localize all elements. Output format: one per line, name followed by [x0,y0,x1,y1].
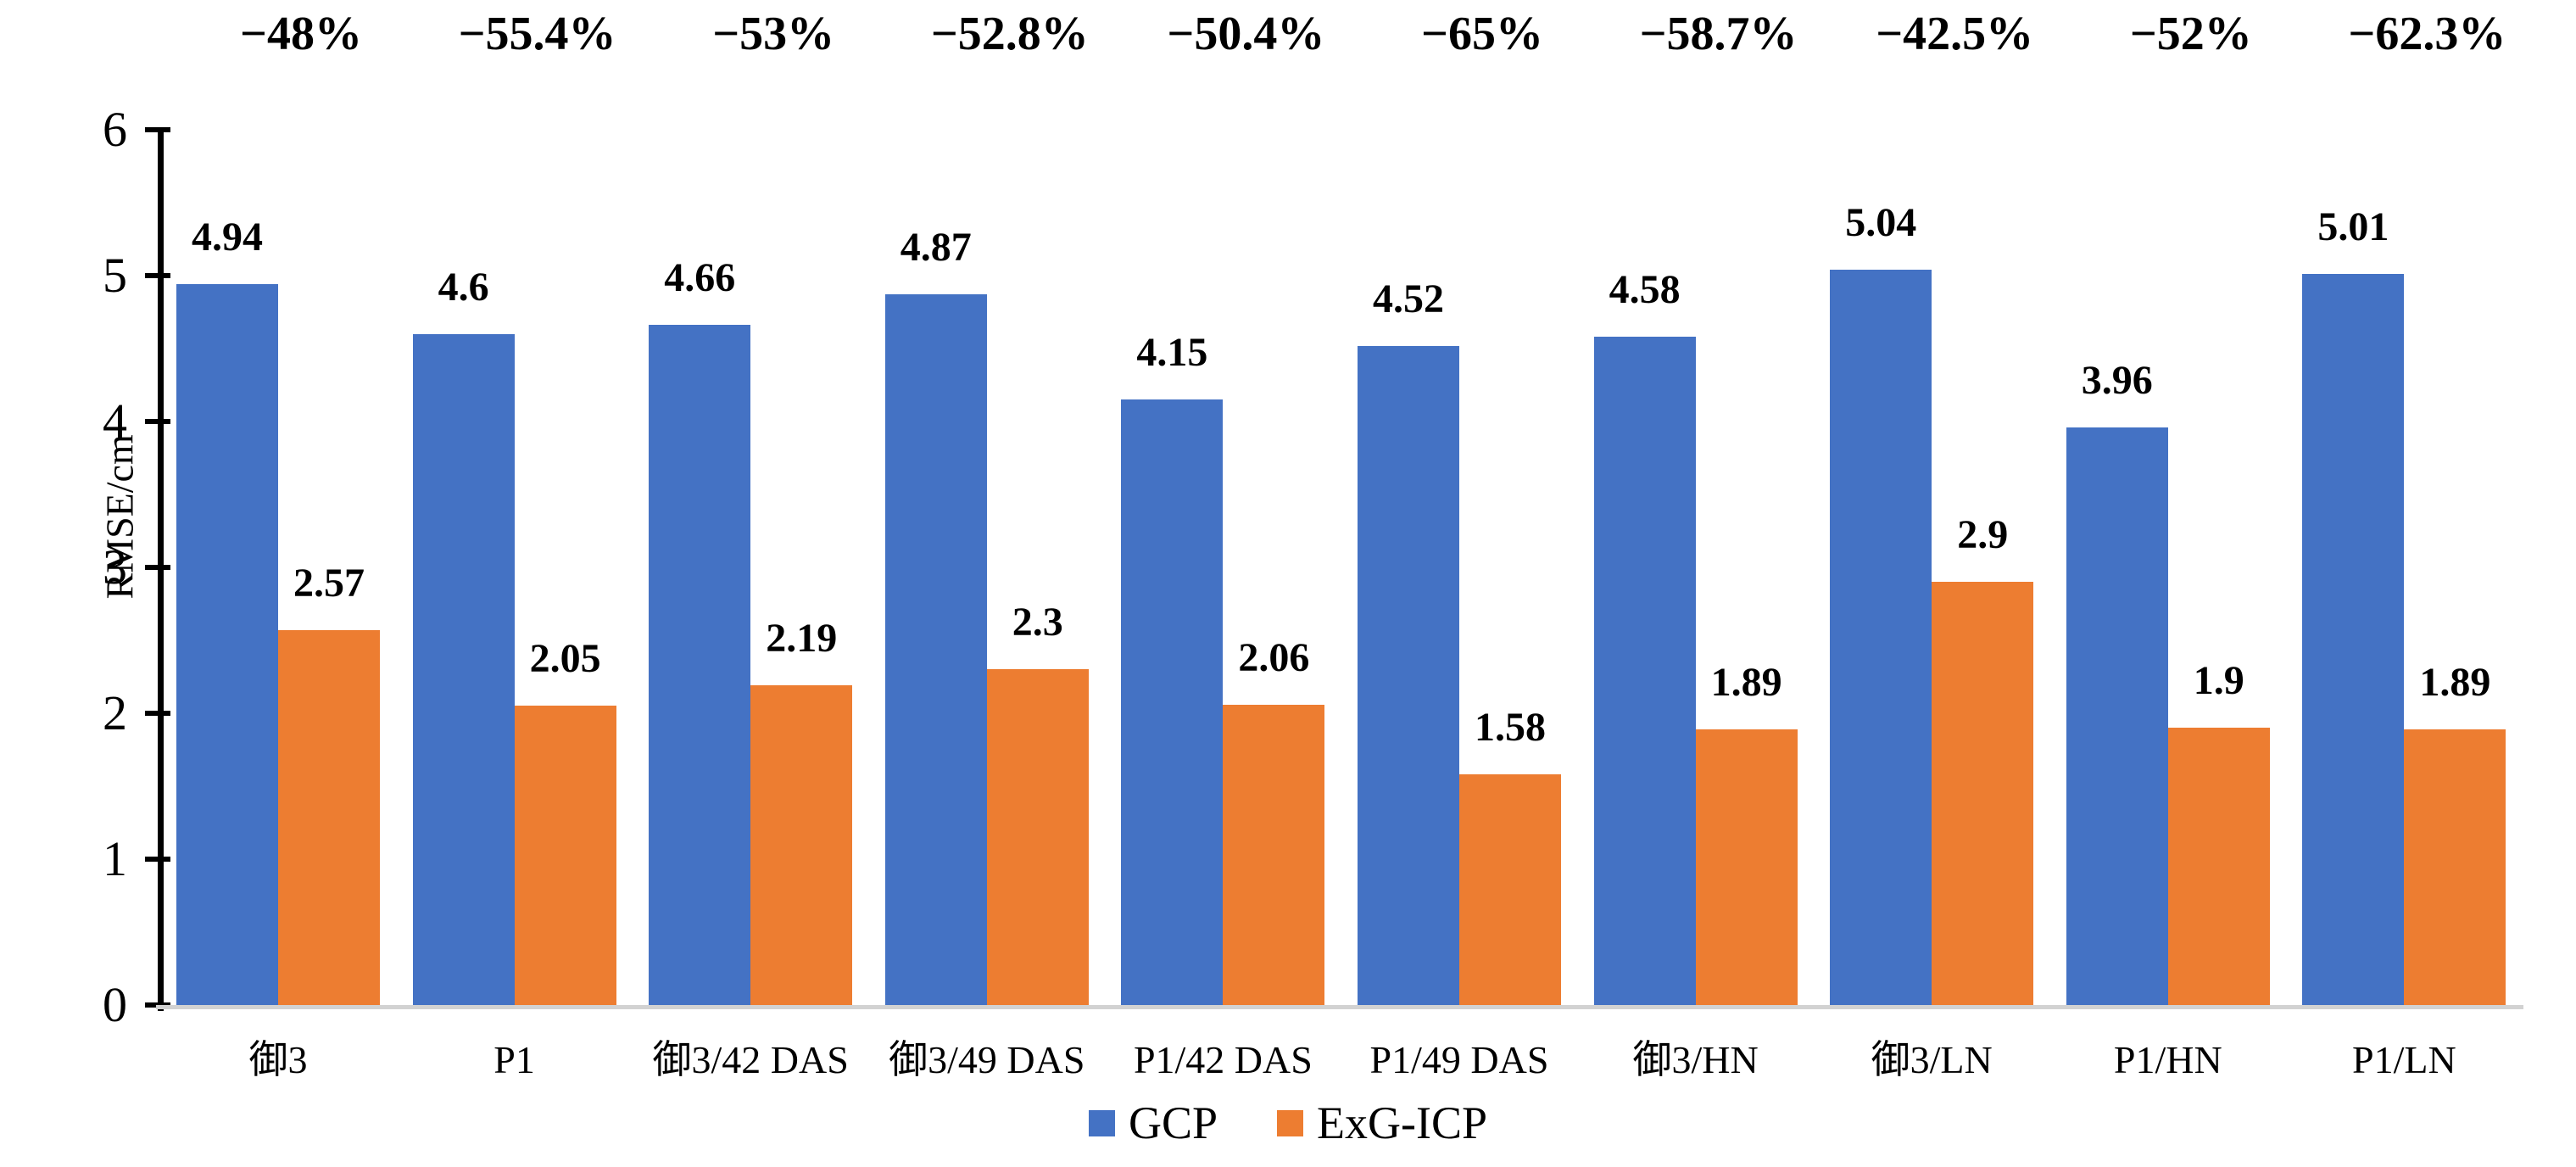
bar-exg-icp [2404,729,2506,1005]
x-category-label: 御3/49 DAS [889,1038,1085,1081]
bar-value-label: 4.87 [900,225,972,271]
x-category-label: 御3/42 DAS [652,1038,849,1081]
y-tick-mark [145,127,170,132]
legend-label: GCP [1128,1097,1218,1148]
reduction-label: −52% [2129,8,2252,60]
bar-gcp [1358,345,1459,1005]
y-tick-mark [145,419,170,424]
y-tick-mark [145,857,170,862]
reduction-label: −55.4% [458,8,616,60]
bar-gcp [2302,274,2405,1005]
bar-exg-icp [1695,729,1798,1005]
y-tick-label: 1 [103,831,127,886]
bar-gcp [176,284,278,1005]
bar-gcp [1121,399,1224,1005]
bar-exg-icp [750,685,853,1005]
bar-value-label: 2.19 [766,616,838,662]
bar-value-label: 4.58 [1609,267,1681,313]
bar-exg-icp [1223,704,1325,1005]
bar-exg-icp [2167,728,2270,1005]
y-tick-label: 0 [103,977,127,1032]
bar-gcp [649,325,751,1005]
bar-value-label: 3.96 [2081,357,2153,403]
bar-value-label: 5.04 [1845,200,1917,246]
x-category-label: 御3 [248,1038,308,1081]
bar-value-label: 2.06 [1238,634,1310,680]
bar-value-label: 2.05 [529,636,601,682]
bar-value-label: 2.57 [293,560,365,606]
bar-exg-icp [1459,774,1561,1005]
bar-exg-icp [986,669,1089,1005]
bar-value-label: 1.89 [1710,659,1782,705]
y-tick-mark [145,711,170,716]
x-category-label: P1/LN [2352,1038,2456,1081]
bar-value-label: 1.9 [2193,658,2244,704]
x-axis-line [156,1005,2523,1009]
bar-value-label: 2.3 [1012,600,1063,645]
bar-value-label: 4.94 [192,215,263,260]
x-category-label: 御3/HN [1632,1038,1759,1081]
bar-value-label: 5.01 [2317,204,2389,250]
x-category-label: P1/42 DAS [1133,1038,1313,1081]
legend-item-exg-icp: ExG-ICP [1277,1100,1487,1146]
legend-label: ExG-ICP [1317,1097,1488,1148]
bar-gcp [1593,337,1696,1005]
reduction-label: −53% [712,8,835,60]
y-tick-label: 5 [103,248,127,303]
y-tick-label: 4 [103,394,127,449]
bar-value-label: 1.89 [2419,659,2491,705]
reduction-label: −42.5% [1876,8,2034,60]
bar-value-label: 2.9 [1957,512,2009,558]
y-tick-label: 3 [103,539,127,595]
x-category-label: 御3/LN [1871,1038,1993,1081]
bar-value-label: 4.15 [1136,330,1208,376]
y-tick-label: 2 [103,685,127,740]
bar-gcp [884,294,987,1005]
legend-swatch-exg-icp [1277,1109,1304,1136]
reduction-label: −62.3% [2348,8,2506,60]
reduction-label: −48% [240,8,362,60]
reduction-label: −65% [1421,8,1543,60]
bar-gcp [412,333,515,1005]
bar-exg-icp [1932,582,2034,1005]
reduction-label: −50.4% [1167,8,1325,60]
y-tick-mark [145,565,170,570]
legend: GCP ExG-ICP [0,1097,2576,1148]
y-tick-mark [145,273,170,278]
bar-value-label: 1.58 [1475,705,1546,751]
y-tick-label: 6 [103,102,127,157]
x-category-label: P1/49 DAS [1369,1038,1549,1081]
legend-swatch-gcp [1088,1109,1115,1136]
x-category-label: P1 [493,1038,535,1081]
bar-value-label: 4.6 [438,264,489,310]
bar-value-label: 4.66 [664,255,736,301]
bar-gcp [1830,270,1932,1005]
legend-item-gcp: GCP [1088,1097,1218,1148]
bar-value-label: 4.52 [1373,276,1444,321]
bar-exg-icp [514,706,616,1005]
bar-gcp [2066,427,2168,1005]
reduction-label: −58.7% [1639,8,1798,60]
reduction-label: −52.8% [930,8,1089,60]
x-category-label: P1/HN [2113,1038,2222,1081]
bar-exg-icp [278,629,380,1005]
